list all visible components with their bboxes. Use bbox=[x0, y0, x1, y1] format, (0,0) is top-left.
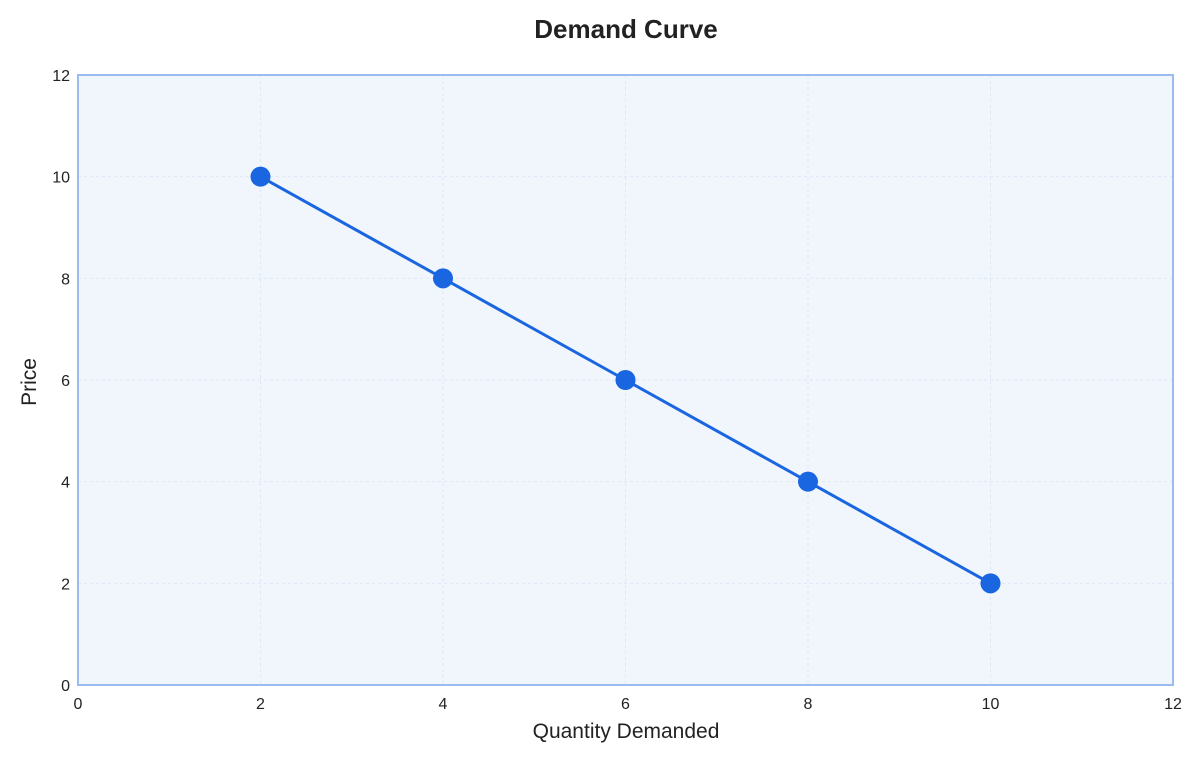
y-tick-label-4: 8 bbox=[61, 271, 70, 288]
x-tick-label-6: 12 bbox=[1164, 696, 1182, 713]
data-point-0-4 bbox=[980, 573, 1001, 594]
data-point-0-2 bbox=[615, 370, 636, 390]
x-axis-label: Quantity Demanded bbox=[533, 720, 720, 743]
y-tick-label-0: 0 bbox=[61, 678, 70, 695]
data-point-0-3 bbox=[798, 471, 818, 492]
x-tick-label-0: 0 bbox=[74, 696, 83, 713]
data-point-0-1 bbox=[433, 268, 453, 289]
series-layer bbox=[250, 166, 1001, 594]
chart-title: Demand Curve bbox=[534, 14, 718, 44]
y-tick-label-5: 10 bbox=[52, 170, 70, 187]
x-tick-label-2: 4 bbox=[439, 696, 448, 713]
x-tick-label-3: 6 bbox=[621, 696, 630, 713]
y-tick-label-3: 6 bbox=[61, 373, 70, 390]
x-tick-label-1: 2 bbox=[256, 696, 265, 713]
y-tick-label-2: 4 bbox=[61, 475, 70, 492]
data-point-0-0 bbox=[250, 166, 271, 187]
x-tick-label-5: 10 bbox=[982, 696, 1000, 713]
plot-border bbox=[77, 74, 1174, 686]
y-tick-label-6: 12 bbox=[52, 68, 70, 85]
y-tick-label-1: 2 bbox=[61, 576, 70, 593]
y-axis-label: Price bbox=[18, 358, 41, 406]
tick-labels: 0 2 4 6 8 10 12 0 2 4 6 8 10 12 bbox=[52, 68, 1182, 713]
x-tick-label-4: 8 bbox=[804, 696, 813, 713]
